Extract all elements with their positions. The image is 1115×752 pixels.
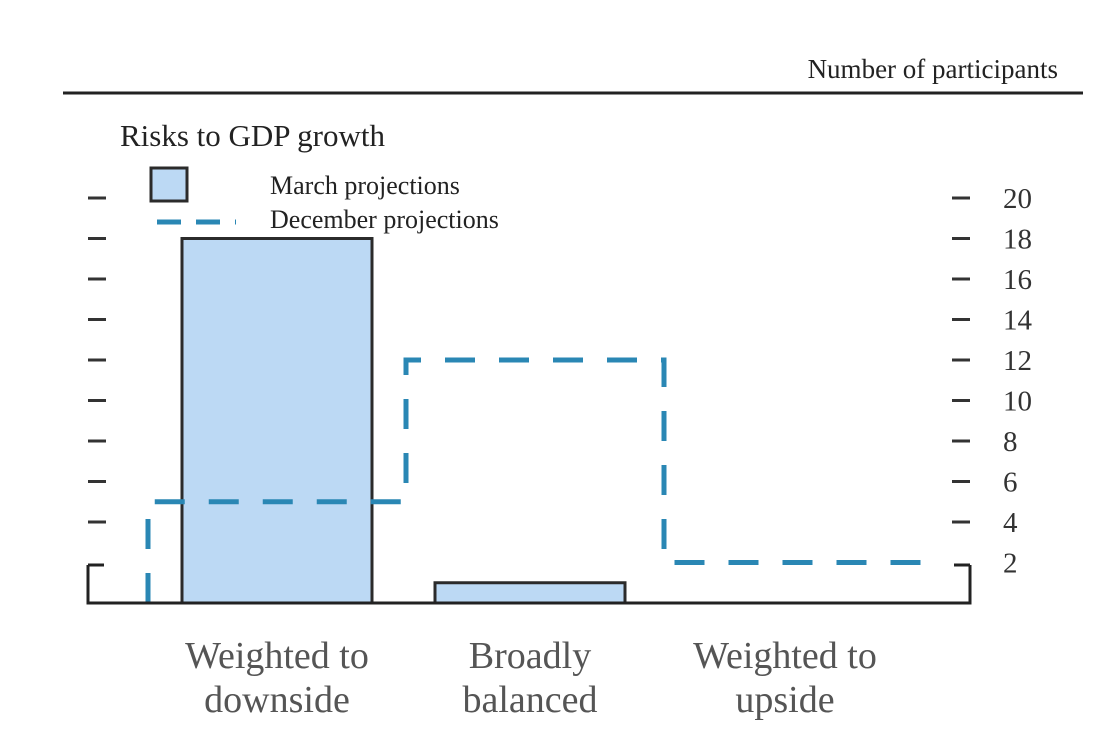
y-tick-label: 6	[1003, 467, 1018, 499]
x-category-label: Weighted to upside	[693, 635, 877, 721]
x-category-label-line: Broadly	[469, 635, 591, 677]
y-tick-label: 12	[1003, 345, 1032, 377]
march-bar	[180, 237, 374, 605]
legend-december-label: December projections	[270, 205, 499, 234]
x-category-label: Broadly balanced	[462, 635, 597, 721]
axes	[86, 563, 972, 605]
y-tick-label: 4	[1003, 507, 1018, 539]
y-tick-label: 8	[1003, 426, 1018, 458]
march-bar	[433, 581, 627, 605]
y-tick-label: 2	[1003, 548, 1018, 580]
x-category-label: Weighted to downside	[185, 635, 369, 721]
x-category-label-line: Weighted to	[693, 635, 877, 677]
legend-march-label: March projections	[270, 171, 460, 200]
x-category-label-line: balanced	[462, 679, 597, 721]
tick-labels: 2 4 6 8 10 12 14 16 18 20	[1003, 183, 1033, 580]
y-tick-label: 16	[1003, 264, 1032, 296]
march-bars	[180, 237, 627, 605]
y-tick-label: 18	[1003, 224, 1032, 256]
y-tick-label: 10	[1003, 386, 1032, 418]
x-category-label-line: downside	[204, 679, 350, 721]
legend-march-swatch	[149, 166, 189, 203]
x-axis-line	[86, 565, 972, 605]
x-category-label-line: upside	[735, 679, 834, 721]
legend: March projections December projections	[149, 166, 499, 234]
ticks	[88, 196, 970, 524]
y-tick-label: 14	[1003, 305, 1033, 337]
y-tick-label: 20	[1003, 183, 1032, 215]
chart-title: Risks to GDP growth	[120, 118, 385, 153]
x-category-label-line: Weighted to	[185, 635, 369, 677]
units-label: Number of participants	[808, 54, 1058, 84]
